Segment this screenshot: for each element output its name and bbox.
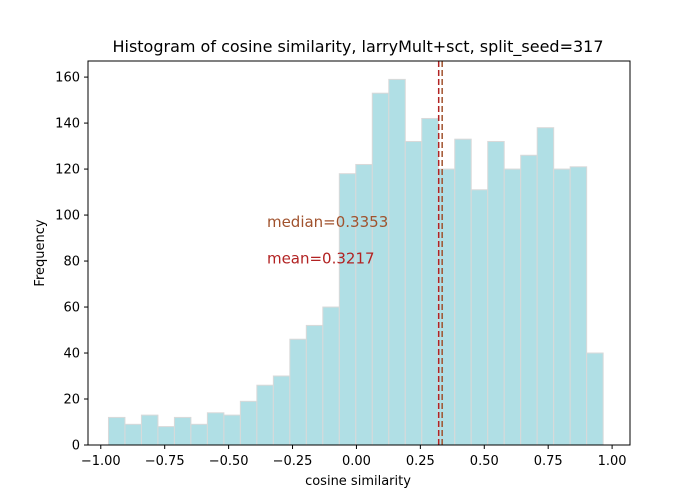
plot-frame	[87, 60, 631, 446]
y-tick-label: 100	[55, 209, 80, 224]
y-tick-label: 0	[72, 439, 80, 454]
chart-title: Histogram of cosine similarity, larryMul…	[112, 37, 603, 57]
x-tick-label: 0.75	[534, 454, 563, 469]
y-tick-label: 120	[55, 163, 80, 178]
x-tick-label: −0.50	[209, 454, 249, 469]
histogram-bar	[272, 375, 291, 446]
histogram-bar	[322, 306, 340, 446]
x-tick-label: 0.00	[342, 454, 371, 469]
histogram-bar	[157, 426, 175, 446]
x-tick-label: 0.25	[406, 454, 435, 469]
histogram-bar	[404, 140, 423, 446]
histogram-bar	[289, 338, 307, 446]
histogram-bar	[223, 414, 241, 446]
histogram-bar	[355, 163, 373, 446]
x-tick-label: −0.75	[145, 454, 185, 469]
histogram-bar	[256, 384, 274, 446]
y-tick-label: 20	[63, 393, 80, 408]
histogram-bar	[586, 352, 604, 446]
histogram-bar	[520, 154, 538, 446]
histogram-bar	[140, 414, 159, 446]
histogram-bar	[124, 423, 142, 446]
x-axis-ticks: −1.00 −0.75 −0.50 −0.25 0.00 0.25 0.50 0.75 1.00	[81, 445, 627, 469]
histogram-bar	[173, 416, 192, 446]
median-annotation: median=0.3353	[267, 213, 388, 231]
histogram-bar	[470, 189, 489, 446]
y-tick-label: 40	[63, 347, 80, 362]
bars-group	[107, 78, 604, 446]
histogram-bar	[454, 138, 472, 446]
histogram-bar	[553, 168, 571, 446]
y-tick-label: 60	[63, 301, 80, 316]
histogram-bar	[536, 127, 555, 446]
y-tick-label: 140	[55, 117, 80, 132]
x-tick-label: 1.00	[598, 454, 627, 469]
y-axis-ticks: 0 20 40 60 80 100 120 140 160	[55, 71, 88, 454]
histogram-bar	[487, 140, 505, 446]
histogram-bar	[388, 78, 406, 446]
x-axis-label: cosine similarity	[305, 474, 411, 489]
y-tick-label: 160	[55, 71, 80, 86]
histogram-bar	[371, 92, 390, 446]
histogram-bar	[190, 423, 208, 446]
histogram-bar	[107, 416, 126, 446]
mean-annotation: mean=0.3217	[267, 250, 375, 268]
histogram-bar	[305, 324, 324, 446]
x-tick-label: 0.50	[470, 454, 499, 469]
histogram-bar	[206, 412, 225, 446]
histogram-bar	[239, 400, 258, 446]
x-tick-label: −1.00	[81, 454, 121, 469]
histogram-bar	[437, 168, 456, 446]
histogram-bar	[503, 168, 522, 446]
x-tick-label: −0.25	[273, 454, 313, 469]
y-axis-label: Frequency	[33, 219, 48, 286]
y-tick-label: 80	[63, 255, 80, 270]
histogram-bar	[569, 166, 588, 446]
histogram-bar	[421, 117, 439, 446]
